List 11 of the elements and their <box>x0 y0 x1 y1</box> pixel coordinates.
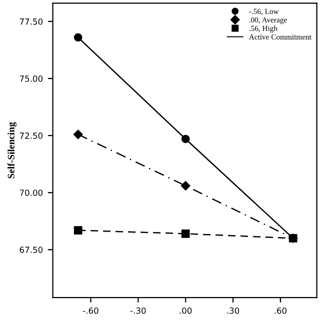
y-tick-label: 75.00 <box>20 75 43 82</box>
x-tick-label: .30 <box>227 307 240 314</box>
y-tick-label: 67.50 <box>20 246 43 253</box>
y-tick-label: 77.50 <box>20 18 43 25</box>
x-tick-label: .60 <box>274 307 287 314</box>
x-tick-label: .00 <box>180 307 192 314</box>
y-tick-label: 72.50 <box>20 132 43 139</box>
y-axis-title: Self-Silencing <box>7 122 16 178</box>
x-tick-label: -.30 <box>130 307 146 314</box>
y-tick-label: 70.00 <box>20 190 43 196</box>
x-tick-label: -.60 <box>83 307 98 314</box>
